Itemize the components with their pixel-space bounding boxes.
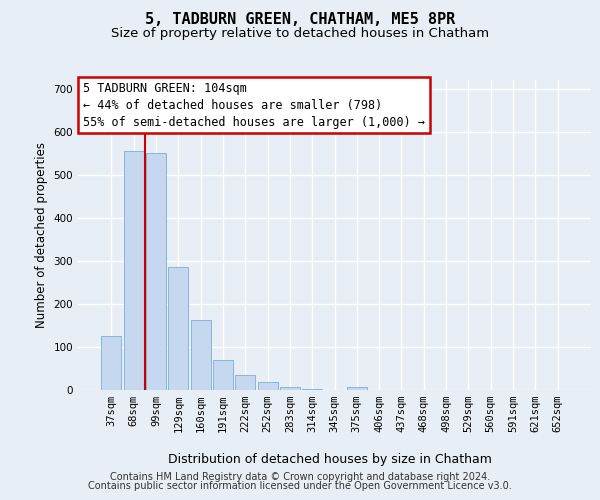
Bar (101, 336, 121, 390)
Text: Contains HM Land Registry data © Crown copyright and database right 2024.: Contains HM Land Registry data © Crown c… (110, 472, 490, 482)
Text: 5, TADBURN GREEN, CHATHAM, ME5 8PR: 5, TADBURN GREEN, CHATHAM, ME5 8PR (145, 12, 455, 28)
Bar (235, 375, 255, 390)
Bar (146, 153, 166, 390)
Y-axis label: Number of detached properties: Number of detached properties (35, 142, 48, 328)
Text: 5 TADBURN GREEN: 104sqm
← 44% of detached houses are smaller (798)
55% of semi-d: 5 TADBURN GREEN: 104sqm ← 44% of detache… (83, 82, 425, 128)
Bar (347, 386, 367, 390)
Bar (213, 360, 233, 390)
Bar (124, 151, 144, 390)
Bar (302, 389, 322, 390)
Bar (257, 382, 278, 390)
Bar (191, 320, 211, 390)
Text: Size of property relative to detached houses in Chatham: Size of property relative to detached ho… (111, 28, 489, 40)
Text: Contains public sector information licensed under the Open Government Licence v3: Contains public sector information licen… (88, 481, 512, 491)
Bar (280, 386, 300, 390)
Bar (168, 268, 188, 390)
Text: Distribution of detached houses by size in Chatham: Distribution of detached houses by size … (168, 452, 492, 466)
